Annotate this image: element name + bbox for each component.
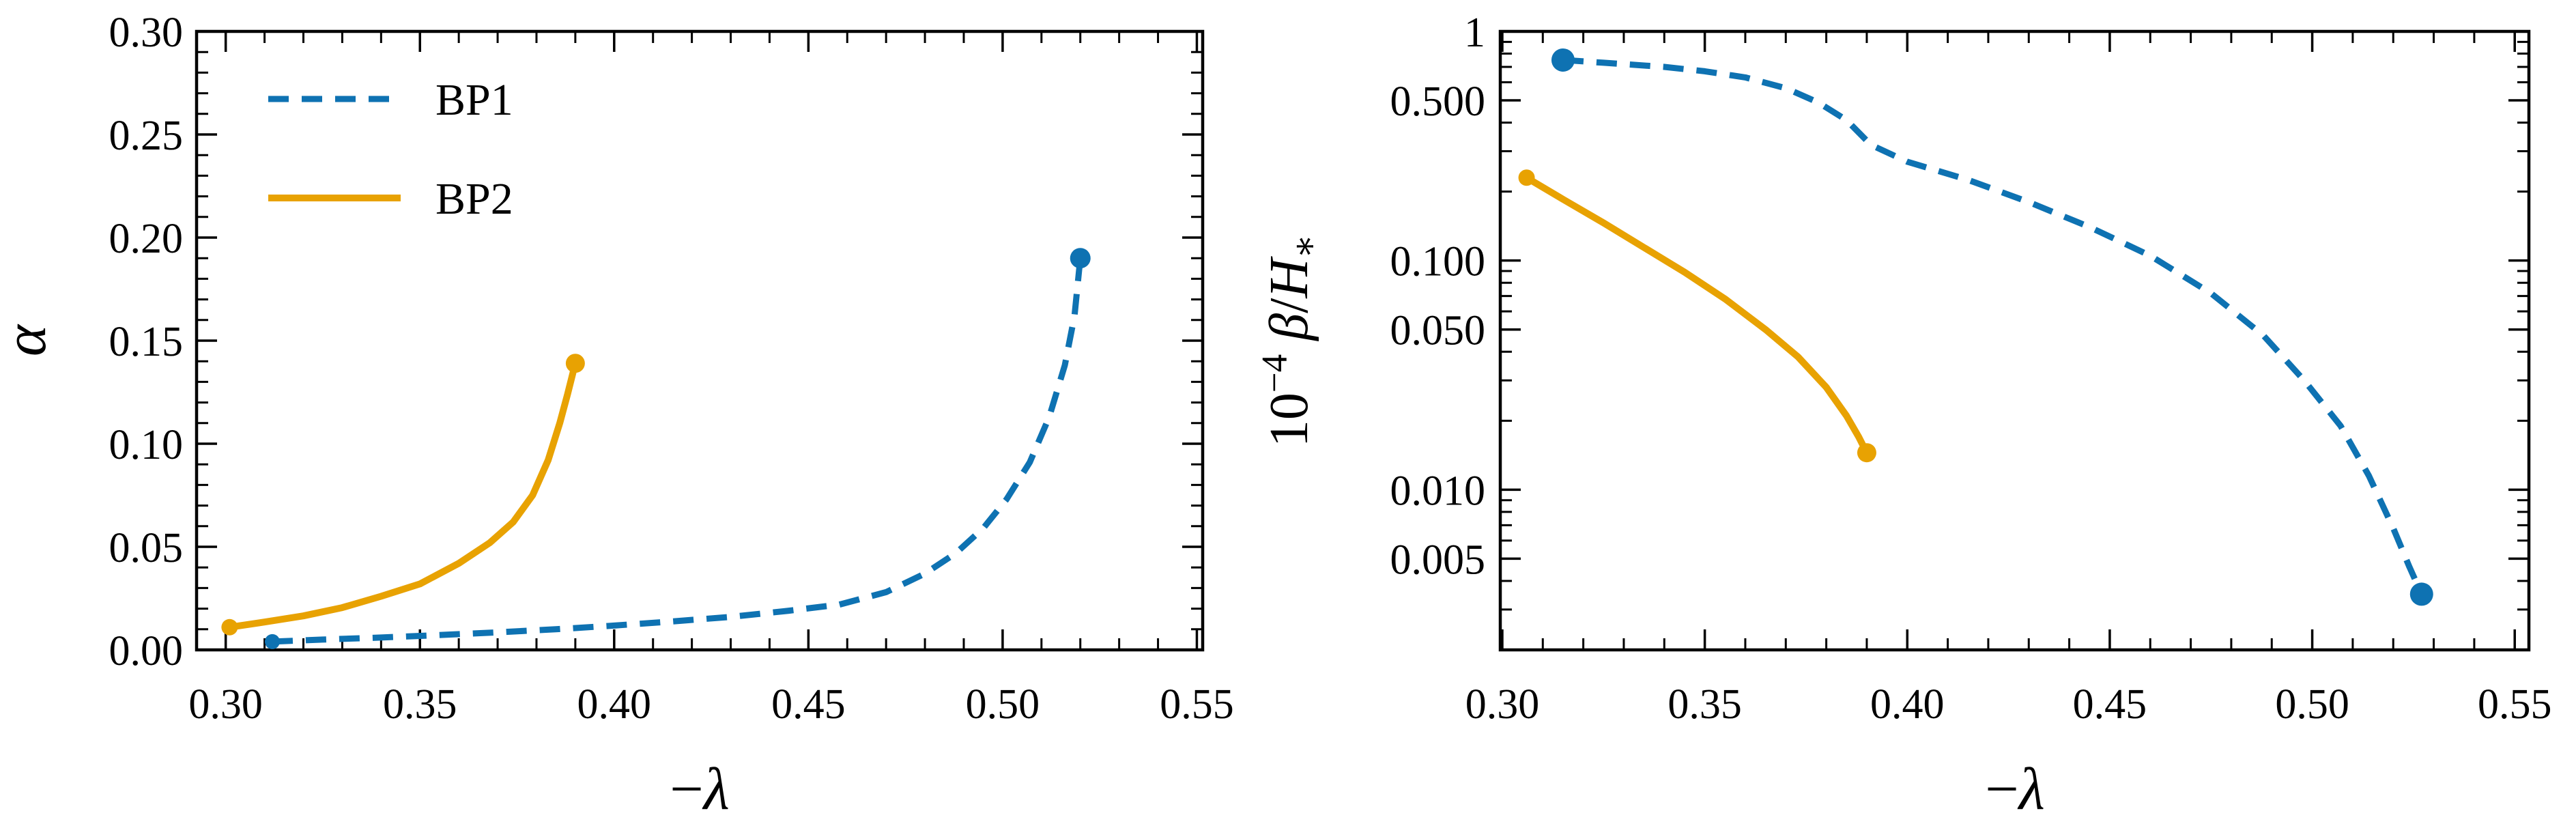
- y-tick-label: 1: [1464, 10, 1485, 56]
- x-tick-label: 0.30: [188, 681, 263, 728]
- x-tick-label: 0.30: [1465, 681, 1540, 728]
- y-axis-ticks: [197, 30, 1203, 651]
- x-tick-label: 0.55: [1160, 681, 1234, 728]
- y-axis-label: 10−4 β/H∗: [1255, 234, 1325, 447]
- legend-bp2-label: BP2: [435, 174, 513, 224]
- x-tick-label: 0.40: [1870, 681, 1945, 728]
- y-axis-ticks: [1500, 30, 2529, 611]
- x-axis-ticks: [224, 31, 1199, 650]
- x-tick-label: 0.40: [577, 681, 652, 728]
- x-tick-label: 0.35: [1668, 681, 1742, 728]
- right-panel: 0.30 0.35 0.40 0.45 0.50 0.55 1 0.500 0.100 0.050…: [1255, 10, 2552, 823]
- bp1-curve: [272, 257, 1084, 645]
- x-tick-label: 0.45: [771, 681, 846, 728]
- bp2-curve: [229, 362, 579, 631]
- x-tick-label: 0.45: [2073, 681, 2147, 728]
- legend: BP1 BP2: [268, 75, 513, 224]
- bp2-end-marker: [565, 354, 585, 373]
- y-tick-label: 0.20: [109, 216, 184, 262]
- y-tick-label: 0.30: [109, 10, 184, 56]
- x-axis-ticks: [1501, 31, 2516, 650]
- plot-frame: [195, 29, 1205, 652]
- bp2-curve: [1525, 175, 1870, 455]
- y-tick-label: 0.15: [109, 319, 184, 365]
- y-tick-label: 0.005: [1390, 537, 1486, 583]
- y-tick-label: 0.25: [109, 113, 184, 159]
- x-tick-label: 0.55: [2478, 681, 2552, 728]
- bp1-start-marker: [264, 633, 280, 649]
- y-tick-label: 0.100: [1390, 239, 1486, 285]
- y-tick-label: 0.050: [1390, 308, 1486, 354]
- y-tick-label: 0.05: [109, 525, 184, 571]
- x-axis-label: −λ: [1985, 756, 2045, 823]
- left-panel: 0.30 0.35 0.40 0.45 0.50 0.55 0.00 0.05 0.10 0.15…: [0, 10, 1234, 823]
- legend-bp1-label: BP1: [435, 75, 513, 125]
- y-axis-label: α: [0, 324, 59, 356]
- bp1-end-marker: [2409, 582, 2433, 606]
- y-tick-label: 0.500: [1390, 79, 1486, 125]
- plot-frame: [1498, 29, 2531, 652]
- bp1-start-marker: [1551, 48, 1575, 72]
- bp2-end-marker: [1857, 443, 1876, 463]
- y-tick-label: 0.010: [1390, 468, 1486, 514]
- y-tick-label: 0.10: [109, 422, 184, 468]
- x-tick-label: 0.50: [2275, 681, 2349, 728]
- bp2-start-marker: [221, 618, 238, 636]
- y-tick-label: 0.00: [109, 628, 184, 674]
- x-tick-label: 0.50: [966, 681, 1040, 728]
- x-axis-label: −λ: [670, 756, 730, 823]
- x-tick-label: 0.35: [383, 681, 457, 728]
- bp2-start-marker: [1518, 169, 1535, 186]
- bp1-curve: [1562, 57, 2424, 596]
- bp1-end-marker: [1070, 248, 1091, 269]
